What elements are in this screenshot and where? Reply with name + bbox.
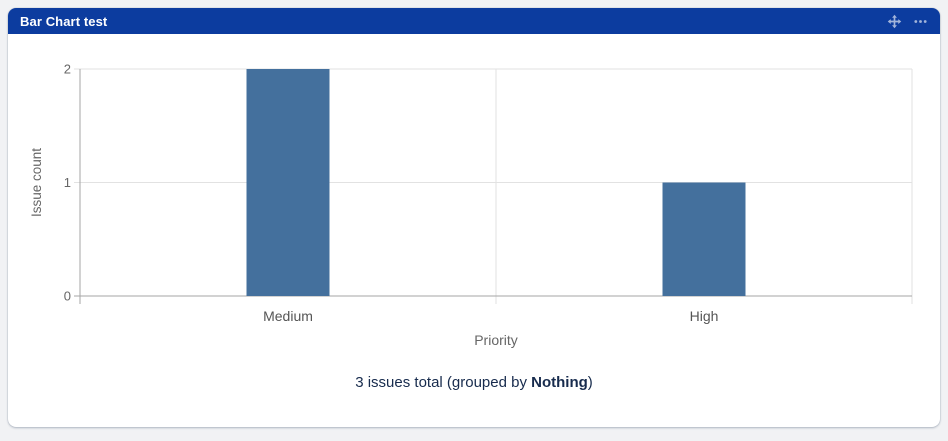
x-axis-title: Priority (474, 332, 518, 348)
more-options-icon[interactable] (912, 13, 928, 29)
x-tick-label: High (690, 308, 719, 324)
chart-summary: 3 issues total (grouped by Nothing) (8, 374, 940, 391)
drag-move-icon[interactable] (886, 13, 902, 29)
gadget-header-actions (886, 13, 928, 29)
x-tick-label: Medium (263, 308, 313, 324)
bar-medium[interactable] (246, 69, 330, 296)
y-tick-label: 0 (64, 289, 71, 304)
y-axis-title: Issue count (29, 148, 44, 217)
summary-text: 3 issues total (grouped by (355, 374, 532, 391)
y-tick-label: 2 (64, 62, 71, 77)
y-tick-label: 1 (64, 175, 71, 190)
gadget-header: Bar Chart test (8, 8, 940, 34)
bar-chart: Medium High 0 1 2 Issue count Priority (29, 62, 913, 348)
summary-text-suffix: ) (587, 374, 593, 391)
bar-high[interactable] (662, 182, 746, 297)
summary-group-by: Nothing (531, 374, 588, 391)
gadget-title: Bar Chart test (20, 13, 108, 29)
bar-chart-gadget: Bar Chart test Medium High 0 1 2 Issue count P… (8, 8, 940, 427)
